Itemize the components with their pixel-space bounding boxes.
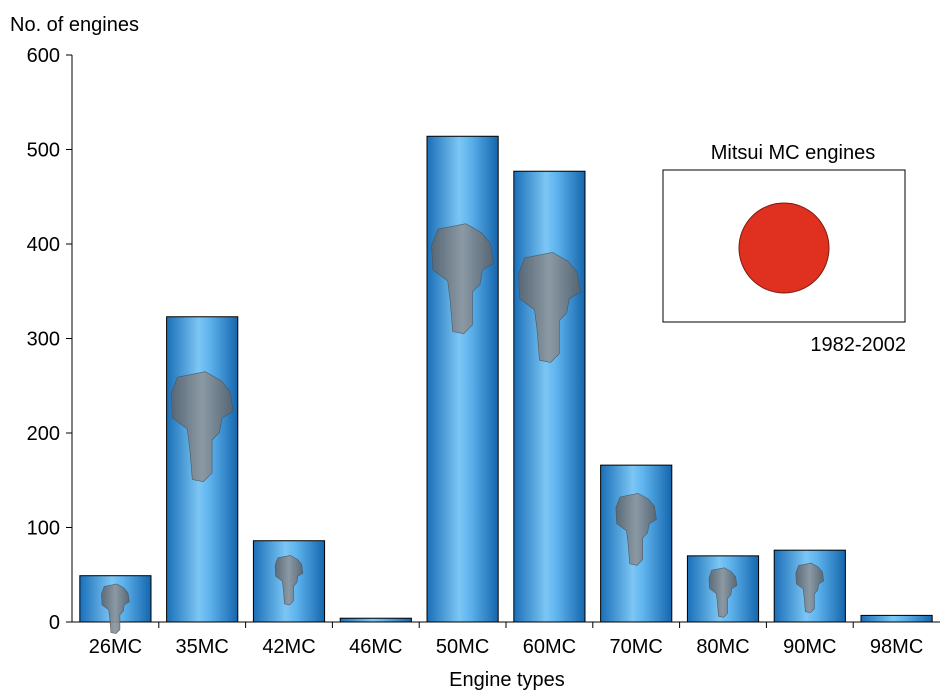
x-tick-label-35mc: 35MC	[176, 636, 229, 658]
x-tick-label-46mc: 46MC	[349, 636, 402, 658]
engine-icon	[431, 223, 494, 335]
engine-icon	[615, 493, 657, 566]
inset-caption: 1982-2002	[810, 334, 906, 356]
y-tick-label: 0	[49, 612, 60, 634]
engine-icon	[518, 252, 581, 363]
y-tick-label: 600	[27, 45, 60, 67]
bars	[79, 135, 933, 634]
x-tick-label-70mc: 70MC	[610, 636, 663, 658]
y-tick-label: 200	[27, 423, 60, 445]
y-axis-ticks: 0 100 200 300 400 500 600	[27, 45, 72, 634]
inset-title: Mitsui MC engines	[711, 142, 876, 164]
y-axis-title: No. of engines	[10, 14, 139, 36]
engine-icon	[170, 371, 234, 483]
y-tick-label: 100	[27, 518, 60, 540]
x-tick-label-42mc: 42MC	[262, 636, 315, 658]
x-tick-label-80mc: 80MC	[696, 636, 749, 658]
x-axis-title: Engine types	[449, 669, 565, 691]
inset-flag-panel: Mitsui MC engines 1982-2002	[662, 142, 906, 356]
bar-60mc	[513, 170, 586, 623]
x-tick-label-60mc: 60MC	[523, 636, 576, 658]
bar-98mc	[860, 614, 933, 623]
x-tick-label-90mc: 90MC	[783, 636, 836, 658]
engine-icon	[274, 555, 304, 606]
flag-red-circle	[738, 202, 830, 294]
x-tick-label-26mc: 26MC	[89, 636, 142, 658]
x-tick-label-50mc: 50MC	[436, 636, 489, 658]
x-axis-ticks: 26MC 35MC 42MC 46MC 50MC 60MC 70MC 80MC 90MC 98MC	[89, 622, 923, 658]
y-tick-label: 400	[27, 234, 60, 256]
engine-icon	[708, 567, 738, 618]
y-tick-label: 300	[27, 329, 60, 351]
engine-icon	[795, 562, 825, 613]
y-tick-label: 500	[27, 140, 60, 162]
bar-46mc	[339, 617, 412, 623]
bar-50mc	[426, 135, 499, 623]
x-tick-label-98mc: 98MC	[870, 636, 923, 658]
engine-icon	[101, 583, 130, 634]
